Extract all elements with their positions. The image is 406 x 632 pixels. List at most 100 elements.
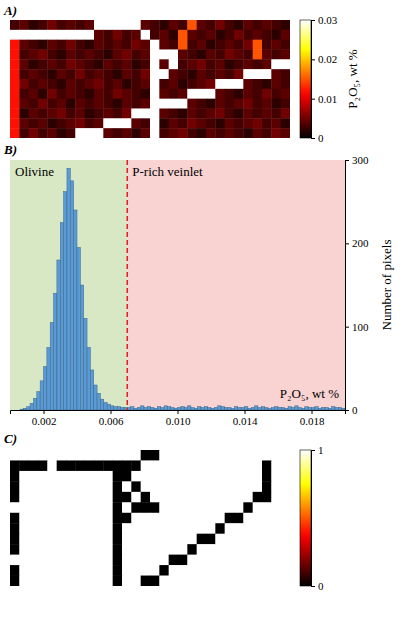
- cell: [122, 69, 132, 79]
- cell: [281, 471, 290, 482]
- cell: [131, 128, 141, 138]
- cell: [253, 89, 263, 99]
- bar: [100, 399, 103, 410]
- cell: [206, 69, 216, 79]
- cell: [243, 79, 253, 89]
- cell: [131, 502, 141, 513]
- cell: [75, 40, 85, 50]
- tick-label: 0: [318, 132, 324, 144]
- cell: [103, 555, 113, 566]
- threshold-line: [127, 160, 129, 410]
- bar: [154, 408, 157, 410]
- tick: 0: [345, 404, 358, 416]
- cell: [66, 555, 76, 566]
- region: [10, 160, 127, 410]
- cell: [103, 481, 113, 492]
- cell: [85, 523, 95, 534]
- cell: [94, 128, 104, 138]
- cell: [225, 128, 235, 138]
- cell: [122, 40, 132, 50]
- cell: [19, 79, 29, 89]
- cell: [141, 576, 151, 586]
- cell: [159, 460, 169, 471]
- cell: [206, 118, 216, 128]
- cell: [243, 30, 253, 40]
- cell: [66, 576, 76, 586]
- cell: [234, 118, 244, 128]
- cell: [150, 555, 160, 566]
- cell: [141, 79, 151, 89]
- cell: [47, 544, 57, 555]
- cell: [94, 555, 104, 566]
- cell: [85, 128, 95, 138]
- cell: [141, 544, 151, 555]
- bar: [104, 403, 107, 411]
- cell: [159, 481, 169, 492]
- cell: [243, 89, 253, 99]
- cell: [253, 481, 263, 492]
- cell: [85, 20, 95, 30]
- bar: [228, 408, 231, 411]
- cell: [94, 565, 104, 576]
- cell: [234, 40, 244, 50]
- cell: [57, 30, 67, 40]
- cell: [159, 59, 169, 69]
- cell: [159, 20, 169, 30]
- bar: [84, 318, 87, 410]
- panel-label: B): [3, 142, 17, 157]
- cell: [169, 492, 179, 503]
- cell: [197, 59, 207, 69]
- cell: [206, 502, 216, 513]
- cell: [150, 20, 160, 30]
- cell: [234, 30, 244, 40]
- cell: [113, 555, 123, 566]
- tick: 1: [311, 444, 324, 456]
- region-label: Olivine: [15, 164, 54, 179]
- cell: [47, 69, 57, 79]
- cell: [38, 492, 48, 503]
- cell: [122, 576, 132, 586]
- cell: [103, 79, 113, 89]
- cell: [243, 492, 253, 503]
- cell: [10, 544, 20, 555]
- cell: [57, 20, 67, 30]
- cell: [94, 40, 104, 50]
- cell: [150, 50, 160, 60]
- bar: [198, 407, 201, 410]
- cell: [178, 50, 188, 60]
- cell: [113, 513, 123, 524]
- cell: [243, 513, 253, 524]
- bar: [338, 408, 341, 411]
- cell: [19, 481, 29, 492]
- cell: [10, 109, 20, 119]
- cell: [178, 492, 188, 503]
- cell: [281, 50, 290, 60]
- bar: [151, 408, 154, 411]
- colorbar: [300, 20, 311, 138]
- bar: [181, 407, 184, 410]
- cell: [271, 79, 281, 89]
- cell: [75, 20, 85, 30]
- cell: [66, 513, 76, 524]
- cell: [281, 99, 290, 109]
- cell: [225, 534, 235, 545]
- cell: [141, 89, 151, 99]
- cell: [85, 576, 95, 586]
- cell: [103, 40, 113, 50]
- cell: [75, 523, 85, 534]
- cell: [253, 40, 263, 50]
- bar: [134, 408, 137, 410]
- cell: [113, 79, 123, 89]
- cell: [94, 492, 104, 503]
- cell: [215, 59, 225, 69]
- cell: [38, 50, 48, 60]
- cell: [187, 523, 197, 534]
- cell: [10, 565, 20, 576]
- cell: [187, 50, 197, 60]
- cell: [113, 59, 123, 69]
- bar: [70, 181, 73, 410]
- bar: [161, 408, 164, 411]
- bar: [20, 409, 23, 410]
- cell: [47, 523, 57, 534]
- bar: [147, 407, 150, 410]
